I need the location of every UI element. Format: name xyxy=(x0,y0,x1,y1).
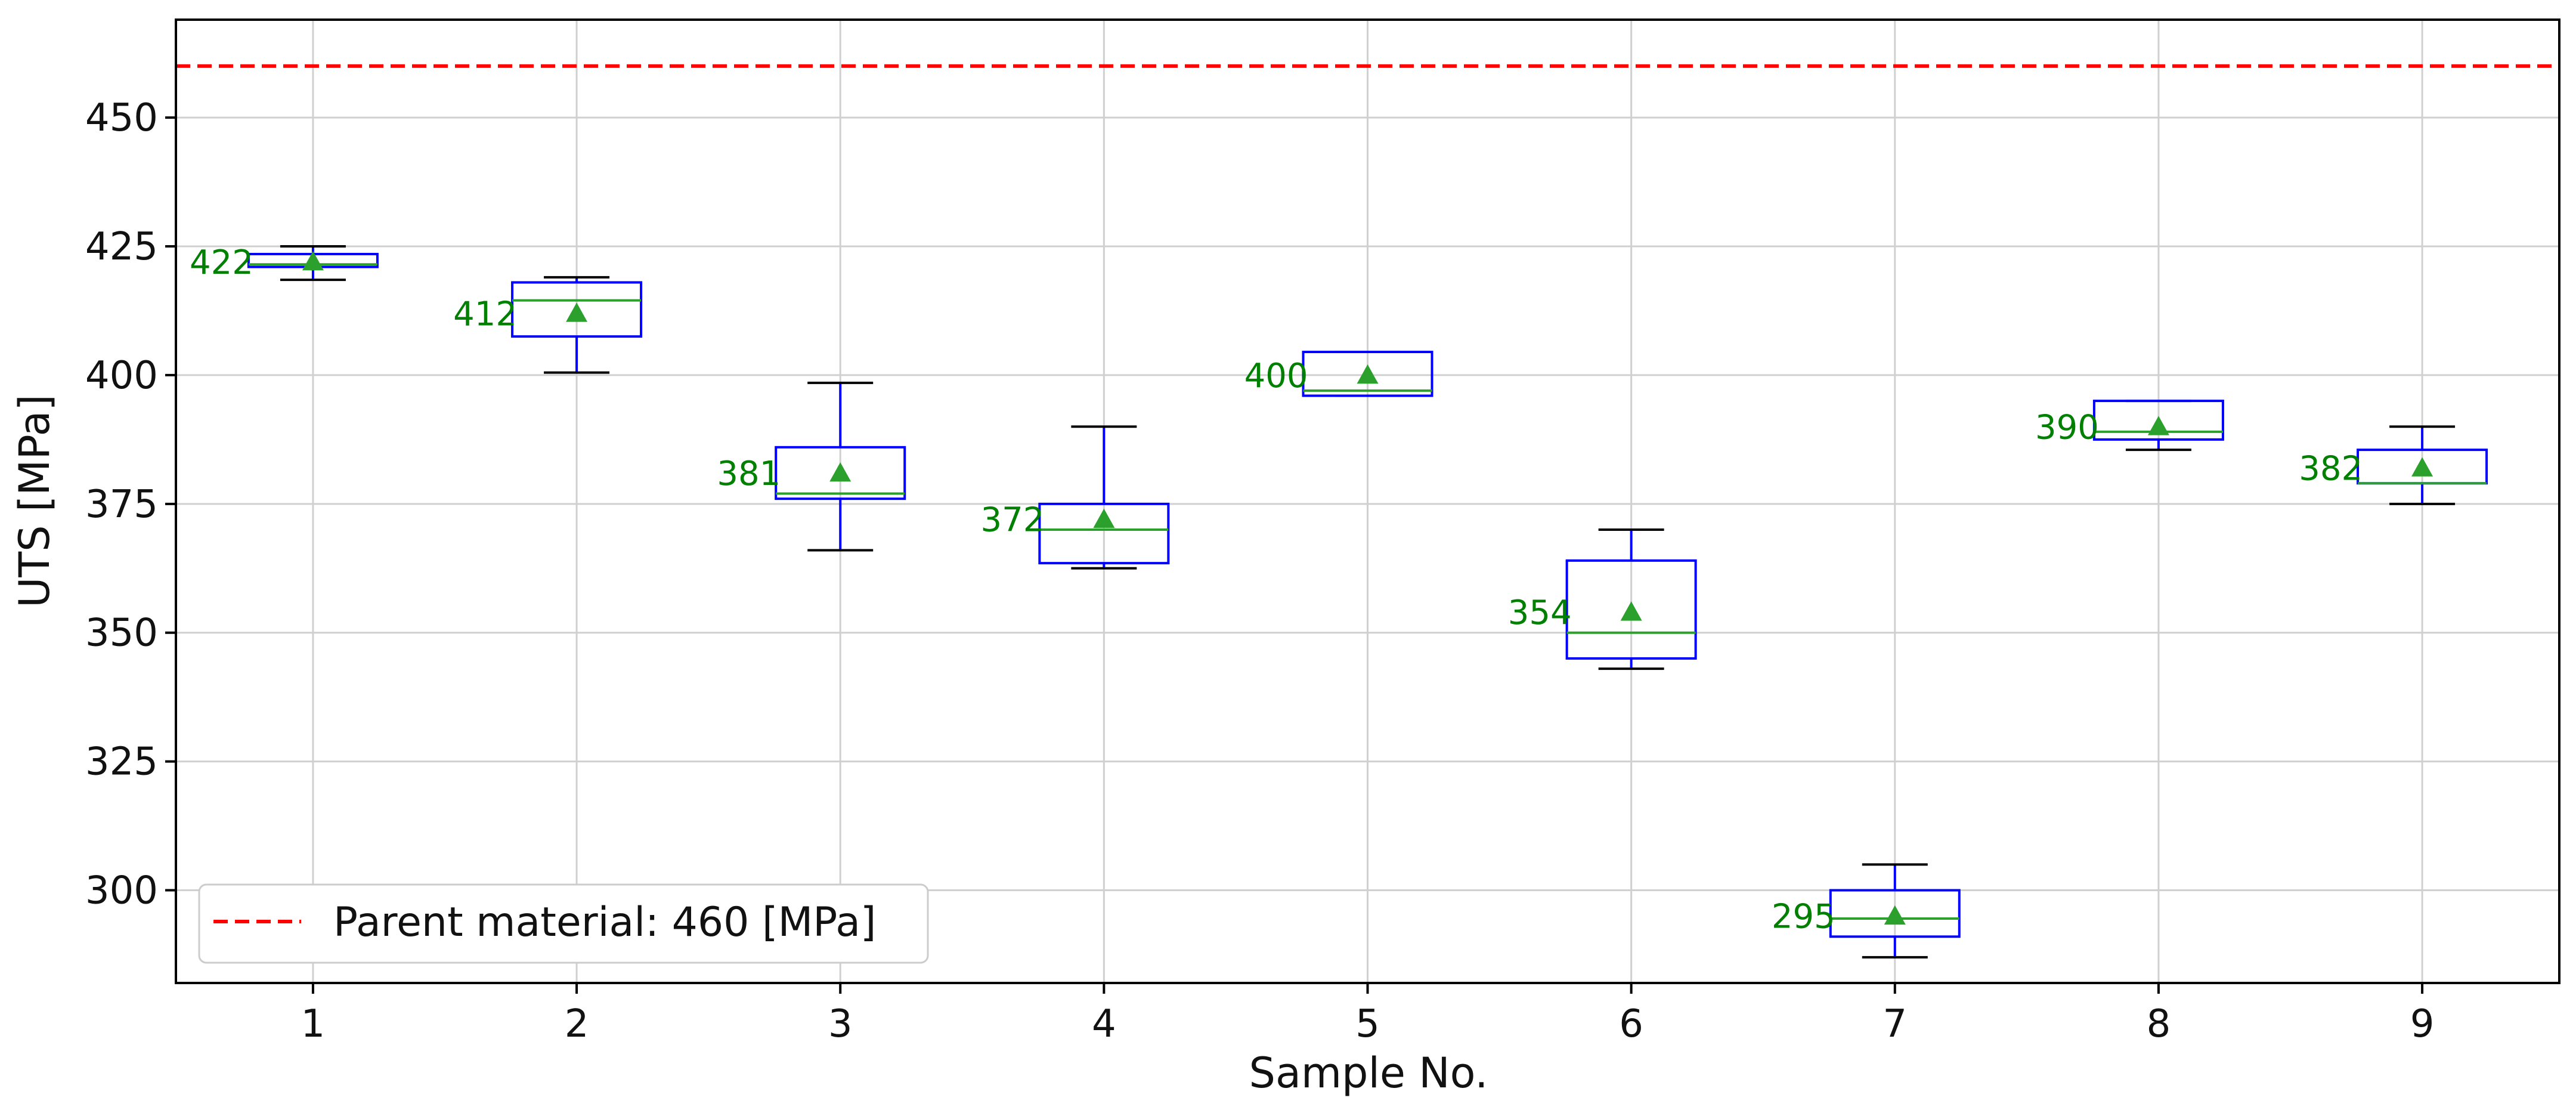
y-tick-label: 425 xyxy=(85,225,158,269)
mean-marker xyxy=(1357,364,1379,384)
box-group: 354 xyxy=(1508,528,1697,670)
x-tick-label: 9 xyxy=(2410,1002,2435,1046)
y-tick-label: 325 xyxy=(85,740,158,784)
y-tick-label: 450 xyxy=(85,96,158,140)
mean-label: 400 xyxy=(1244,357,1308,395)
y-tick-label: 400 xyxy=(85,354,158,398)
y-axis-label: UTS [MPa] xyxy=(10,394,59,608)
box-iqr xyxy=(1565,559,1697,660)
mean-marker xyxy=(566,302,588,322)
box-group: 295 xyxy=(1772,863,1961,959)
legend-label-reference-line: Parent material: 460 [MPa] xyxy=(333,899,876,946)
x-tick-label: 5 xyxy=(1355,1002,1380,1046)
box-iqr xyxy=(775,446,906,500)
x-tick-label: 7 xyxy=(1883,1002,1907,1046)
mean-label: 412 xyxy=(453,295,517,333)
mean-label: 295 xyxy=(1772,898,1835,936)
x-tick-label: 1 xyxy=(301,1002,326,1046)
box-group: 382 xyxy=(2299,425,2488,505)
x-tick-label: 6 xyxy=(1619,1002,1643,1046)
mean-label: 390 xyxy=(2035,408,2099,447)
box-iqr xyxy=(1829,889,1961,938)
box-layer: 422 412 381 372 400 354 295 390 382 xyxy=(190,243,2488,959)
y-tick-label: 300 xyxy=(85,869,158,913)
x-tick-label: 8 xyxy=(2147,1002,2171,1046)
mean-marker xyxy=(2147,416,2169,435)
legend: Parent material: 460 [MPa] xyxy=(198,883,929,964)
x-tick-label: 4 xyxy=(1092,1002,1116,1046)
y-tick-label: 350 xyxy=(85,611,158,656)
mean-marker xyxy=(1620,601,1642,621)
box-group: 390 xyxy=(2035,400,2224,452)
box-group: 412 xyxy=(453,276,643,374)
mean-marker xyxy=(1884,905,1906,925)
mean-label: 382 xyxy=(2299,449,2363,488)
box-iqr xyxy=(2092,400,2224,441)
mean-label: 372 xyxy=(980,501,1044,540)
x-tick-label: 3 xyxy=(828,1002,853,1046)
y-tick-label: 375 xyxy=(85,483,158,527)
box-iqr xyxy=(1302,351,1433,397)
box-iqr xyxy=(511,281,643,338)
box-group: 422 xyxy=(190,243,379,282)
legend-frame xyxy=(198,883,929,964)
tick-layer: 300 325 350 375 400 425 450 1 2 3 4 5 6 7 8 9 xyxy=(85,96,2435,1046)
box-iqr xyxy=(1038,502,1170,565)
x-axis-label: Sample No. xyxy=(1249,1049,1488,1098)
mean-label: 354 xyxy=(1508,593,1572,632)
mean-label: 422 xyxy=(190,243,253,282)
mean-marker xyxy=(2411,457,2433,477)
mean-marker xyxy=(1093,508,1115,528)
mean-label: 381 xyxy=(717,455,781,493)
box-group: 400 xyxy=(1244,351,1433,397)
mean-marker xyxy=(302,251,324,271)
box-group: 381 xyxy=(717,381,906,552)
grid-layer xyxy=(176,20,2559,983)
box-group: 372 xyxy=(980,425,1170,570)
x-tick-label: 2 xyxy=(565,1002,589,1046)
mean-marker xyxy=(829,462,852,482)
